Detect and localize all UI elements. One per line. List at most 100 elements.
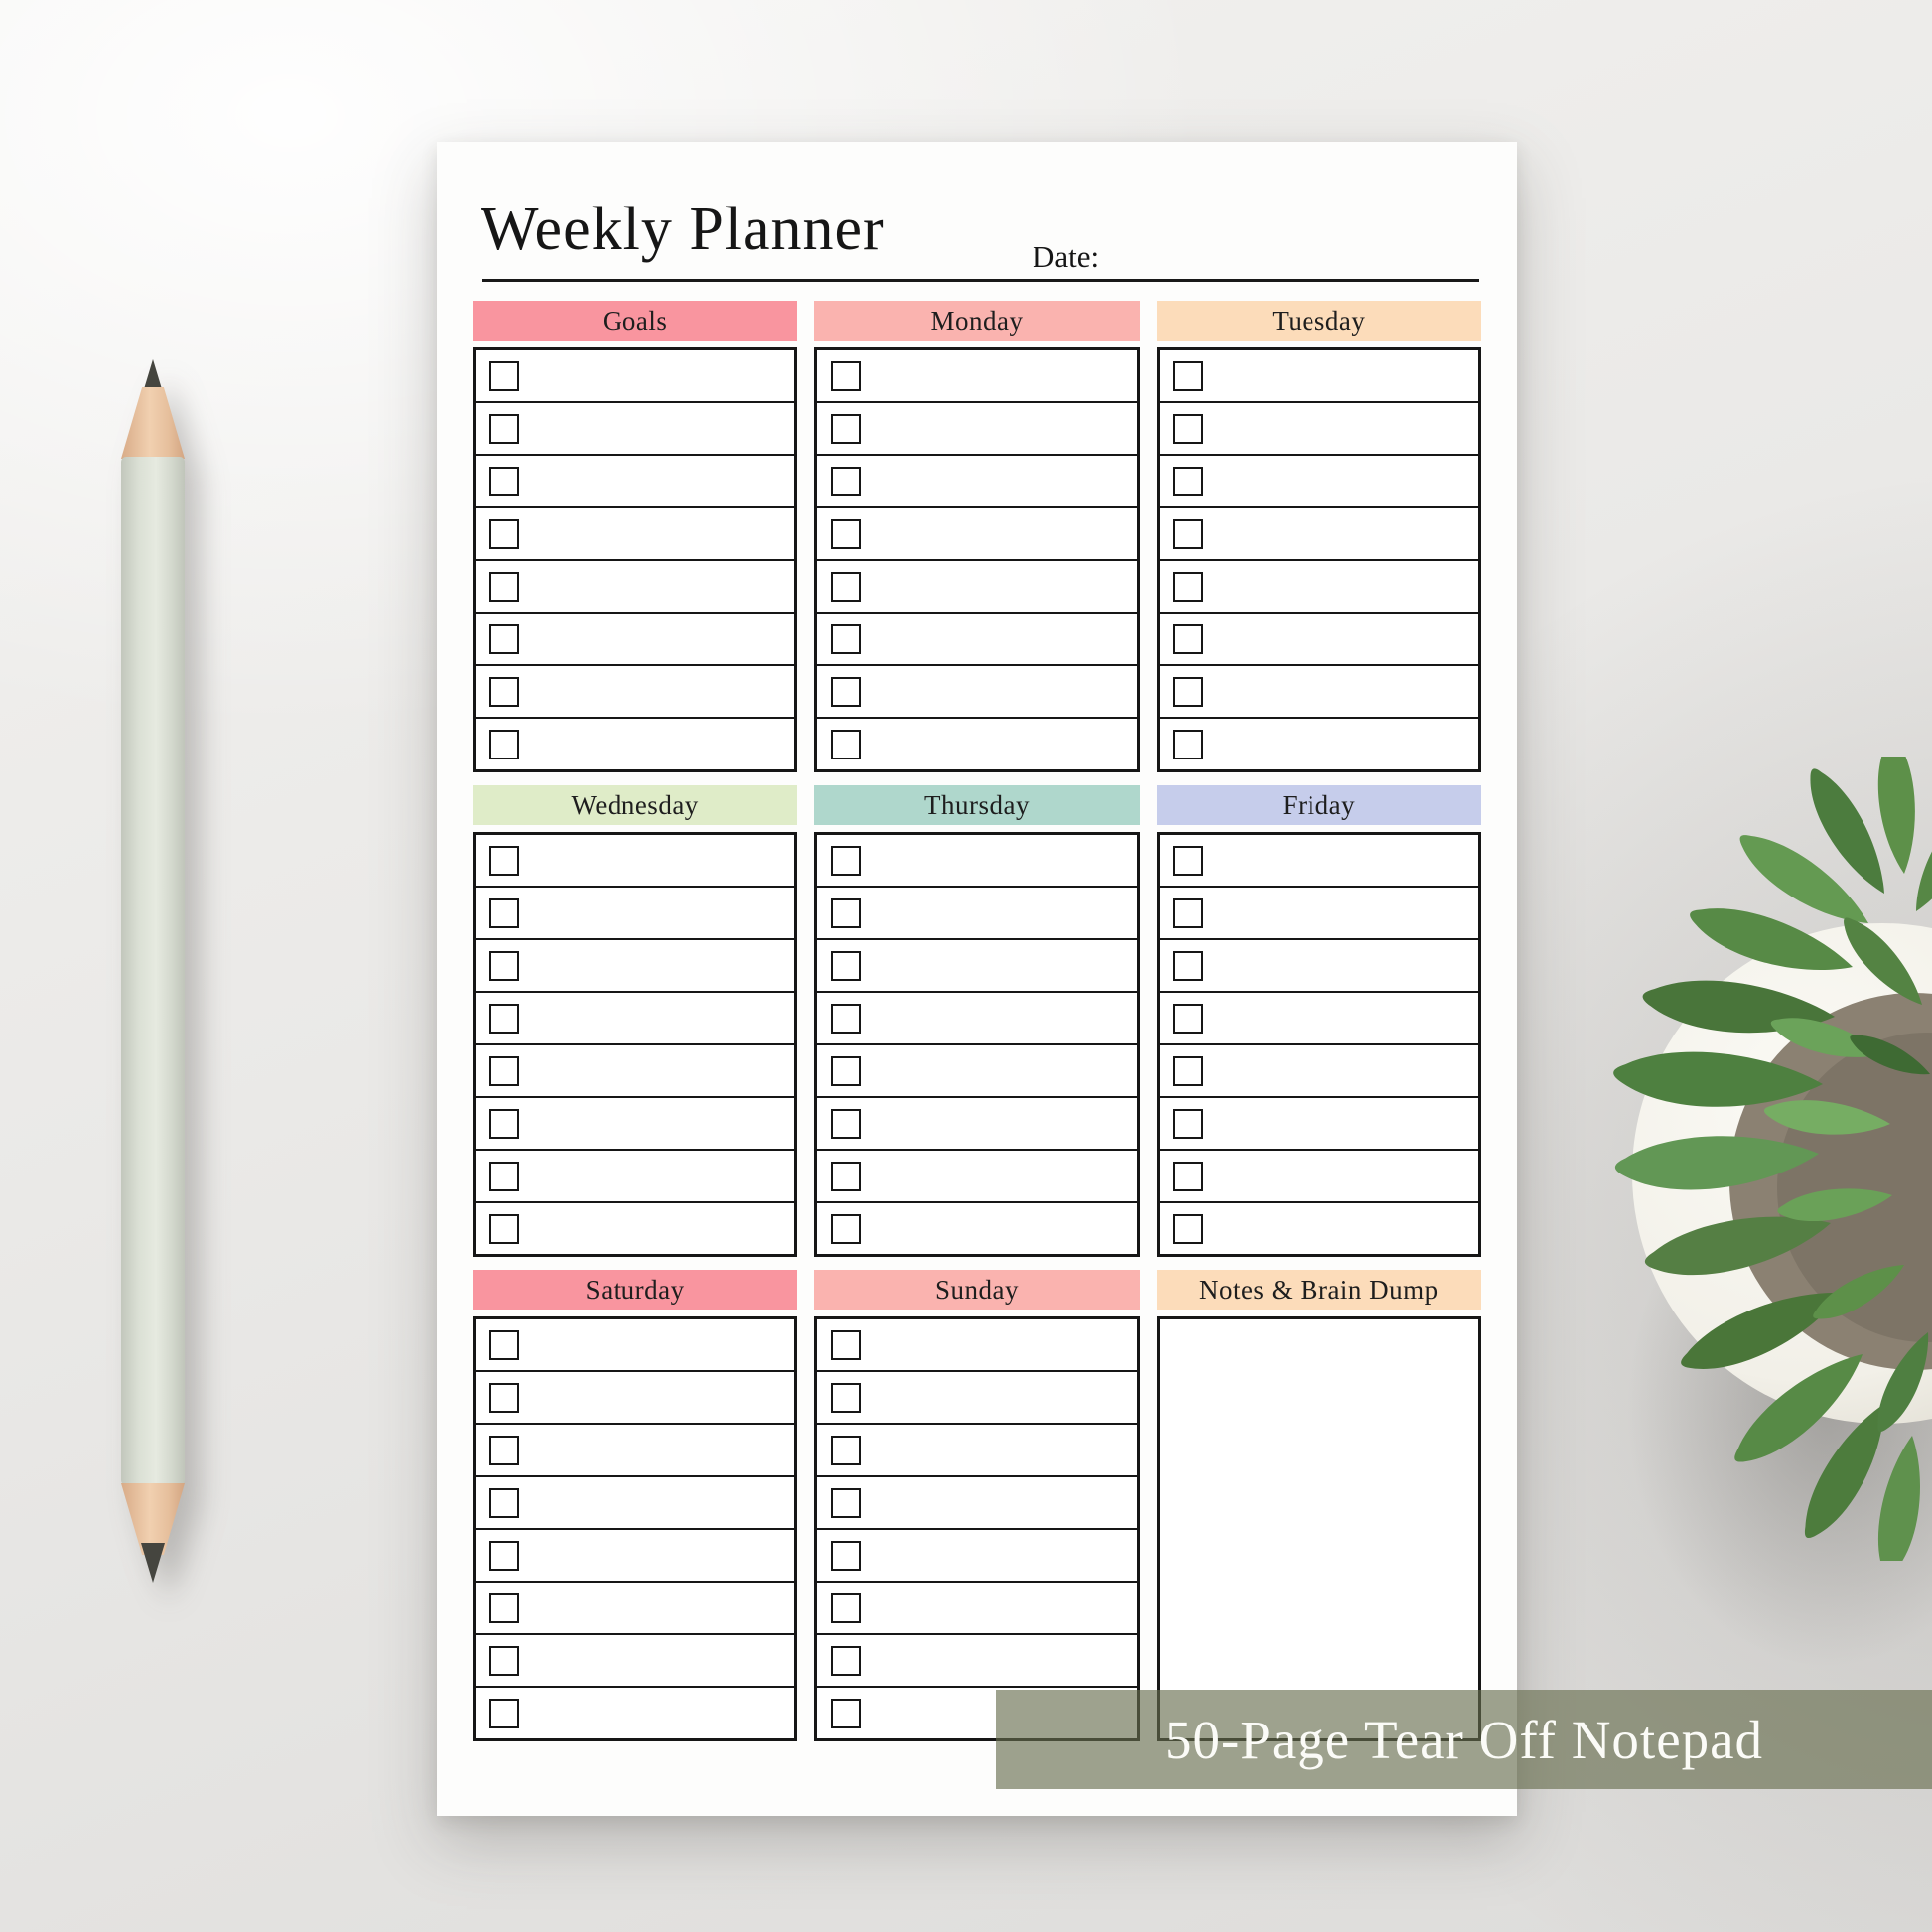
task-row bbox=[476, 350, 795, 403]
checkbox bbox=[831, 1108, 862, 1139]
task-row bbox=[476, 666, 795, 719]
section-header-notes: Notes & Brain Dump bbox=[1156, 1270, 1481, 1310]
checkbox bbox=[831, 413, 862, 444]
checkbox bbox=[1173, 623, 1203, 654]
checkbox bbox=[831, 571, 862, 602]
task-row bbox=[1159, 940, 1478, 993]
checkbox bbox=[831, 1435, 862, 1465]
section-title: Notes & Brain Dump bbox=[1198, 1274, 1439, 1305]
task-row bbox=[817, 888, 1137, 940]
checkbox bbox=[489, 1329, 519, 1360]
checkbox bbox=[831, 897, 862, 928]
task-row bbox=[817, 1151, 1137, 1203]
checkbox bbox=[831, 1487, 862, 1518]
section-header-thursday: Thursday bbox=[814, 785, 1140, 825]
task-row bbox=[1159, 1151, 1478, 1203]
checkbox bbox=[489, 729, 519, 759]
section-title: Saturday bbox=[585, 1274, 685, 1305]
page-title: Weekly Planner bbox=[481, 196, 885, 263]
task-row bbox=[476, 1583, 795, 1635]
task-row bbox=[817, 1688, 1136, 1738]
checkbox bbox=[489, 1698, 519, 1728]
task-row bbox=[1159, 350, 1478, 403]
task-row bbox=[476, 1203, 794, 1254]
section-box-goals bbox=[473, 347, 798, 772]
section-title: Thursday bbox=[924, 789, 1030, 820]
checkbox bbox=[831, 676, 862, 707]
section-title: Friday bbox=[1282, 789, 1356, 820]
checkbox bbox=[489, 897, 519, 928]
checkbox bbox=[489, 1435, 519, 1465]
task-row bbox=[817, 456, 1137, 508]
task-row bbox=[1159, 614, 1478, 666]
checkbox bbox=[1173, 1161, 1203, 1191]
task-row bbox=[476, 1635, 795, 1688]
section-header-monday: Monday bbox=[814, 301, 1140, 341]
promo-banner-text: 50-Page Tear Off Notepad bbox=[1164, 1709, 1764, 1770]
task-row bbox=[476, 1045, 795, 1098]
section-saturday: Saturday bbox=[473, 1270, 798, 1741]
checkbox bbox=[1173, 897, 1203, 928]
task-row bbox=[817, 508, 1137, 561]
promo-banner: 50-Page Tear Off Notepad bbox=[996, 1690, 1932, 1789]
checkbox bbox=[1173, 676, 1203, 707]
task-row bbox=[817, 1425, 1137, 1477]
section-box-saturday bbox=[473, 1316, 798, 1741]
section-box-wednesday bbox=[473, 832, 798, 1257]
task-row bbox=[1160, 719, 1478, 769]
checkbox bbox=[1173, 466, 1203, 496]
task-row bbox=[817, 1372, 1137, 1425]
checkbox bbox=[489, 360, 519, 391]
task-row bbox=[817, 1583, 1137, 1635]
section-goals: Goals bbox=[473, 301, 798, 772]
task-row bbox=[1159, 561, 1478, 614]
section-title: Monday bbox=[930, 305, 1024, 336]
task-row bbox=[817, 835, 1137, 888]
section-friday: Friday bbox=[1156, 785, 1481, 1257]
checkbox bbox=[831, 360, 862, 391]
task-row bbox=[817, 1203, 1136, 1254]
checkbox bbox=[831, 1003, 862, 1034]
checkbox bbox=[1173, 1213, 1203, 1244]
checkbox bbox=[831, 1645, 862, 1676]
section-box-tuesday bbox=[1156, 347, 1481, 772]
section-box-monday bbox=[814, 347, 1140, 772]
planner-page: Weekly Planner Date: Goals Monday Tuesday W… bbox=[437, 142, 1517, 1816]
checkbox bbox=[831, 1382, 862, 1413]
pencil-body bbox=[121, 457, 185, 1485]
task-row bbox=[1159, 888, 1478, 940]
task-row bbox=[817, 1477, 1137, 1530]
task-row bbox=[1160, 1203, 1478, 1254]
checkbox bbox=[489, 1055, 519, 1086]
task-row bbox=[817, 1045, 1137, 1098]
checkbox bbox=[1173, 518, 1203, 549]
section-header-tuesday: Tuesday bbox=[1156, 301, 1481, 341]
task-row bbox=[817, 993, 1137, 1045]
checkbox bbox=[489, 1213, 519, 1244]
task-row bbox=[817, 350, 1137, 403]
task-row bbox=[476, 1098, 795, 1151]
checkbox bbox=[489, 950, 519, 981]
checkbox bbox=[831, 1698, 862, 1728]
checkbox bbox=[1173, 571, 1203, 602]
section-header-sunday: Sunday bbox=[814, 1270, 1140, 1310]
task-row bbox=[1159, 403, 1478, 456]
task-row bbox=[476, 993, 795, 1045]
section-header-saturday: Saturday bbox=[473, 1270, 798, 1310]
section-title: Sunday bbox=[934, 1274, 1019, 1305]
checkbox bbox=[489, 676, 519, 707]
task-row bbox=[476, 508, 795, 561]
checkbox bbox=[489, 466, 519, 496]
planner-grid: Goals Monday Tuesday Wednesday Thursday Frida… bbox=[473, 301, 1481, 1741]
task-row bbox=[817, 940, 1137, 993]
section-notes: Notes & Brain Dump bbox=[1156, 1270, 1481, 1741]
checkbox bbox=[489, 1382, 519, 1413]
task-row bbox=[476, 1151, 795, 1203]
task-row bbox=[817, 666, 1137, 719]
checkbox bbox=[1173, 845, 1203, 876]
task-row bbox=[476, 403, 795, 456]
task-row bbox=[476, 614, 795, 666]
task-row bbox=[476, 940, 795, 993]
section-box-sunday bbox=[814, 1316, 1140, 1741]
